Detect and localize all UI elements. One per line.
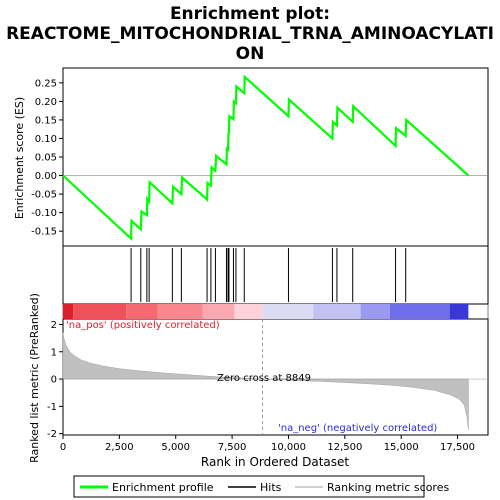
- ranking-metric-group: [62, 319, 488, 435]
- x-tick-label: 0: [60, 442, 66, 453]
- x-tick-label: 7,500: [218, 442, 247, 453]
- metric-y-tick-label: 1: [51, 347, 57, 358]
- legend-metric-label: Ranking metric scores: [327, 481, 449, 494]
- es-y-tick-label: 0.15: [35, 115, 57, 126]
- x-tick-label: 10,000: [271, 442, 306, 453]
- x-axis-label: Rank in Ordered Dataset: [201, 455, 349, 469]
- colorbar-segment: [157, 304, 203, 319]
- metric-y-tick-label: -2: [47, 429, 57, 440]
- colorbar-segment: [313, 304, 361, 319]
- metric-y-axis-label: Ranked list metric (PreRanked): [28, 293, 41, 463]
- x-tick-label: 15,000: [384, 442, 419, 453]
- x-axis-ticks: 0 2,500 5,000 7,500 10,000 12,500 15,000 17,500: [60, 435, 475, 453]
- colorbar-segment: [389, 304, 450, 319]
- zero-cross-label: Zero cross at 8849: [217, 373, 311, 384]
- enrichment-profile-line: [62, 74, 470, 242]
- metric-y-tick-label: -1: [47, 402, 57, 413]
- es-y-tick-label: 0.10: [35, 134, 57, 145]
- legend-enrichment-label: Enrichment profile: [112, 481, 214, 494]
- es-y-axis-label: Enrichment score (ES): [13, 97, 26, 219]
- metric-y-axis-ticks: -2 -1 0 1 2: [47, 320, 63, 440]
- es-y-tick-label: -0.15: [31, 227, 57, 238]
- hits-panel-frame: [62, 245, 489, 305]
- enrichment-profile-group: [62, 74, 470, 242]
- es-y-tick-label: -0.05: [31, 190, 57, 201]
- chart-title-line-2: REACTOME_MITOCHONDRIAL_TRNA_AMINOACYLATI: [6, 24, 494, 44]
- es-y-tick-label: 0.05: [35, 153, 57, 164]
- colorbar-segment: [126, 304, 158, 319]
- pos-correlated-label: 'na_pos' (positively correlated): [66, 320, 220, 331]
- colorbar-segment: [360, 304, 390, 319]
- es-y-tick-label: 0.00: [35, 171, 57, 182]
- es-y-tick-label: -0.10: [31, 208, 57, 219]
- legend-hits-label: Hits: [260, 481, 282, 494]
- chart-title-line-3: ON: [236, 44, 265, 64]
- es-y-tick-label: 0.25: [35, 78, 57, 89]
- ranking-metric-area: [62, 332, 469, 430]
- x-tick-label: 12,500: [327, 442, 362, 453]
- colorbar-segment: [449, 304, 469, 319]
- x-tick-label: 17,500: [440, 442, 475, 453]
- colorbar-segment: [262, 304, 314, 319]
- colorbar-segment: [234, 304, 263, 319]
- es-y-axis-ticks: -0.15 -0.10 -0.05 0.00 0.05 0.10 0.15 0.20 0.25: [31, 78, 63, 238]
- x-tick-label: 5,000: [161, 442, 190, 453]
- ranking-colorbar: [63, 304, 469, 319]
- colorbar-segment: [73, 304, 127, 319]
- neg-correlated-label: 'na_neg' (negatively correlated): [278, 423, 437, 434]
- es-y-tick-label: 0.20: [35, 97, 57, 108]
- hits-group: [130, 248, 407, 302]
- colorbar-segment: [202, 304, 235, 319]
- metric-y-tick-label: 2: [51, 320, 57, 331]
- chart-title-line-1: Enrichment plot:: [170, 4, 330, 24]
- colorbar-segment: [63, 304, 74, 319]
- x-tick-label: 2,500: [105, 442, 134, 453]
- es-panel-frame: [62, 67, 489, 247]
- metric-y-tick-label: 0: [51, 375, 57, 386]
